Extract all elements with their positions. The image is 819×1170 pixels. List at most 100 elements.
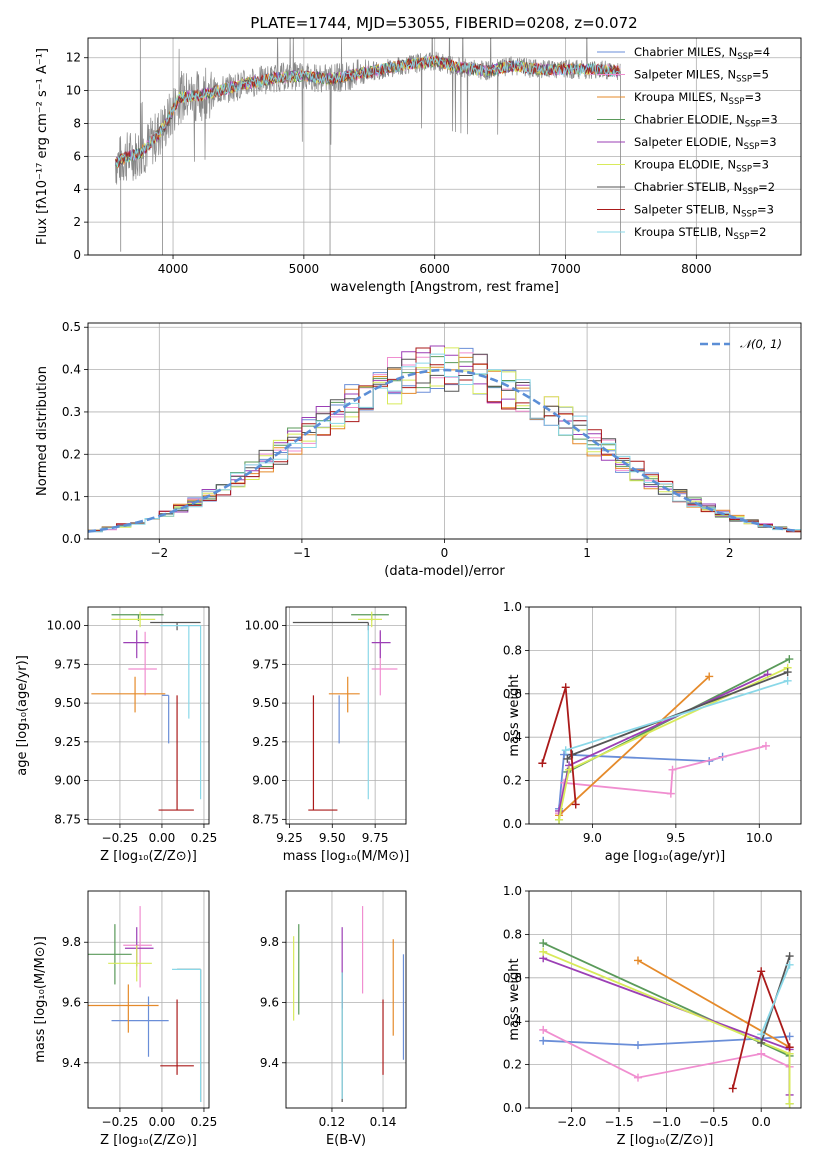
legend-label-chabrier_miles: Chabrier MILES, NSSP=4 (634, 45, 770, 62)
weight_vs_age-frame (528, 606, 802, 825)
weight_vs_age-xlabel: age [log₁₀(age/yr)] (605, 849, 726, 864)
weight_vs_Z-point-chabrier_miles (785, 1032, 794, 1041)
weight_vs_age-line-salpeter_stelib (541, 687, 577, 805)
weight_vs_age-point-salpeter_stelib (538, 759, 547, 768)
weight_vs_age-tick-label-y: 0.4 (503, 730, 522, 744)
weight_vs_Z-point-kroupa_stelib (757, 1030, 766, 1039)
age_vs_mass-panel: 9.25 9.50 9.75 8.75 9.00 9.25 9.50 9.75 10.00 mas… (245, 606, 409, 864)
weight_vs_Z-point-chabrier_miles (539, 1036, 548, 1045)
age_vs_mass-tick-label-y: 8.75 (252, 812, 279, 826)
legend-text: Chabrier ELODIE, N (634, 113, 745, 127)
age_vs_Z-tick-label-y: 9.00 (54, 774, 81, 788)
weight_vs_age-point-salpeter_miles (761, 741, 770, 750)
weight_vs_age-point-chabrier_miles (560, 750, 569, 759)
weight_vs_age-point-kroupa_stelib (783, 676, 792, 685)
legend-label-kroupa_stelib: Kroupa STELIB, NSSP=2 (634, 225, 766, 242)
legend-subscript: SSP (745, 120, 761, 130)
weight_vs_age-tick-label-y: 0.6 (503, 687, 522, 701)
residuals-tick-label-y: 0.5 (62, 320, 81, 334)
mass_vs_Z-tick-label-y: 9.4 (62, 1056, 81, 1070)
spectrum-tick-label-x: 8000 (681, 262, 712, 276)
legend-text: Salpeter MILES, N (634, 68, 736, 82)
age_vs_mass-tick-label-x: 9.25 (276, 831, 303, 845)
weight_vs_age-point-kroupa_stelib (561, 746, 570, 755)
spectrum-tick-label-y: 10 (66, 84, 81, 98)
spectrum-axes: 4000 5000 6000 7000 8000 0 2 4 6 8 10 12 wavelength … (35, 37, 802, 295)
age_vs_mass-tick-label-y: 10.00 (245, 619, 279, 633)
residuals-tick-label-y: 0.0 (62, 532, 81, 546)
weight_vs_Z-tick-label-x: −0.5 (699, 1115, 728, 1129)
weight_vs_Z-point-salpeter_miles (633, 1073, 642, 1082)
age_vs_mass-tick-label-y: 9.75 (252, 657, 279, 671)
age_vs_mass-tick-label-x: 9.75 (362, 831, 389, 845)
legend-count: =3 (752, 158, 769, 172)
residuals-tick-label-x: 2 (726, 546, 734, 560)
spectrum-panel: 4000 5000 6000 7000 8000 0 2 4 6 8 10 12 wavelength … (35, 37, 802, 295)
weight_vs_age-tick-label-x: 9.0 (583, 831, 602, 845)
mass_vs_ebv-tick-label-y: 9.6 (260, 996, 279, 1010)
mass_vs_ebv-axes: 0.12 0.14 9.4 9.6 9.8 E(B-V) (260, 890, 407, 1148)
mass_vs_Z-tick-label-x: 0.00 (149, 1115, 176, 1129)
spectrum-tick-label-x: 4000 (158, 262, 189, 276)
weight_vs_age-point-salpeter_stelib (561, 683, 570, 692)
weight_vs_Z-frame (528, 890, 802, 1109)
weight_vs_age-tick-label-x: 10.0 (746, 831, 773, 845)
spectrum-model-kroupa_stelib (115, 55, 621, 168)
age_vs_Z-xlabel: Z [log₁₀(Z/Z⊙)] (100, 849, 197, 864)
weight_vs_Z-tick-label-x: 0.0 (752, 1115, 771, 1129)
weight_vs_Z-point-chabrier_miles (633, 1041, 642, 1050)
spectrum-ylabel: Flux [fλ10⁻¹⁷ erg cm⁻² s⁻¹ A⁻¹] (35, 48, 50, 245)
weight_vs_Z-point-chabrier_elodie (539, 939, 548, 948)
weight_vs_Z-ylabel: mass weight (507, 958, 522, 1040)
residuals-frame (87, 322, 802, 540)
weight_vs_Z-xlabel: Z [log₁₀(Z/Z⊙)] (617, 1133, 714, 1148)
legend-count: =3 (744, 90, 761, 104)
age_vs_Z-marks (91, 611, 202, 811)
mass_vs_ebv-tick-label-y: 9.4 (260, 1056, 279, 1070)
spectrum-tick-label-x: 5000 (289, 262, 320, 276)
mass_vs_ebv-tick-label-x: 0.12 (319, 1115, 346, 1129)
weight_vs_age-line-kroupa_stelib (565, 679, 788, 752)
weight_vs_age-marks (538, 655, 794, 824)
spectrum-tick-label-y: 0 (73, 248, 81, 262)
weight_vs_Z-tick-label-y: 0.2 (503, 1058, 522, 1072)
weight_vs_Z-line-kroupa_stelib (760, 964, 791, 1035)
residuals-tick-label-y: 0.4 (62, 363, 81, 377)
weight_vs_Z-point-salpeter_stelib (757, 967, 766, 976)
legend-subscript: SSP (737, 52, 753, 62)
legend-count: =3 (760, 135, 777, 149)
mass_vs_Z-xlabel: Z [log₁₀(Z/Z⊙)] (100, 1133, 197, 1148)
weight_vs_Z-tick-label-x: −1.0 (652, 1115, 681, 1129)
age_vs_Z-tick-label-x: 0.00 (149, 831, 176, 845)
residuals-tick-label-y: 0.2 (62, 447, 81, 461)
residuals-tick-label-y: 0.3 (62, 405, 81, 419)
age_vs_mass-tick-label-y: 9.00 (252, 774, 279, 788)
plot-panels: 4000 5000 6000 7000 8000024681012wavelength … (15, 37, 802, 1148)
weight_vs_age-point-kroupa_miles (705, 672, 714, 681)
weight_vs_Z-point-chabrier_stelib (757, 1038, 766, 1047)
mass_vs_ebv-frame (285, 890, 407, 1109)
weight_vs_age-point-chabrier_elodie (785, 655, 794, 664)
mass_vs_ebv-tick-label-y: 9.8 (260, 935, 279, 949)
mass_vs_ebv-tick-label-x: 0.14 (370, 1115, 397, 1129)
age_vs_Z-grid (88, 607, 209, 824)
spectrum-marks (115, 38, 621, 255)
weight_vs_age-point-chabrier_stelib (783, 668, 792, 677)
legend-text: Chabrier STELIB, N (634, 180, 742, 194)
legend-subscript: SSP (736, 165, 752, 175)
legend-subscript: SSP (736, 75, 752, 85)
weight_vs_Z-panel: −2.0 −1.5 −1.0 −0.5 0.0 0.0 0.2 0.4 0.6 0.8 1.0 Z [… (503, 884, 802, 1148)
residuals-tick-label-x: 0 (441, 546, 449, 560)
residuals-tick-label-x: −2 (150, 546, 168, 560)
age_vs_Z-tick-label-y: 9.50 (54, 696, 81, 710)
legend-text: Salpeter STELIB, N (634, 203, 741, 217)
weight_vs_Z-tick-label-y: 0.6 (503, 971, 522, 985)
legend-count: =3 (761, 113, 778, 127)
legend-label-chabrier_elodie: Chabrier ELODIE, NSSP=3 (634, 113, 778, 130)
residuals-marks (88, 345, 801, 533)
spectrum-model-salpeter_stelib (115, 55, 620, 169)
age_vs_mass-marks (292, 611, 398, 811)
weight_vs_age-point-kroupa_elodie (565, 765, 574, 774)
residuals-xlabel: (data-model)/error (384, 564, 505, 579)
